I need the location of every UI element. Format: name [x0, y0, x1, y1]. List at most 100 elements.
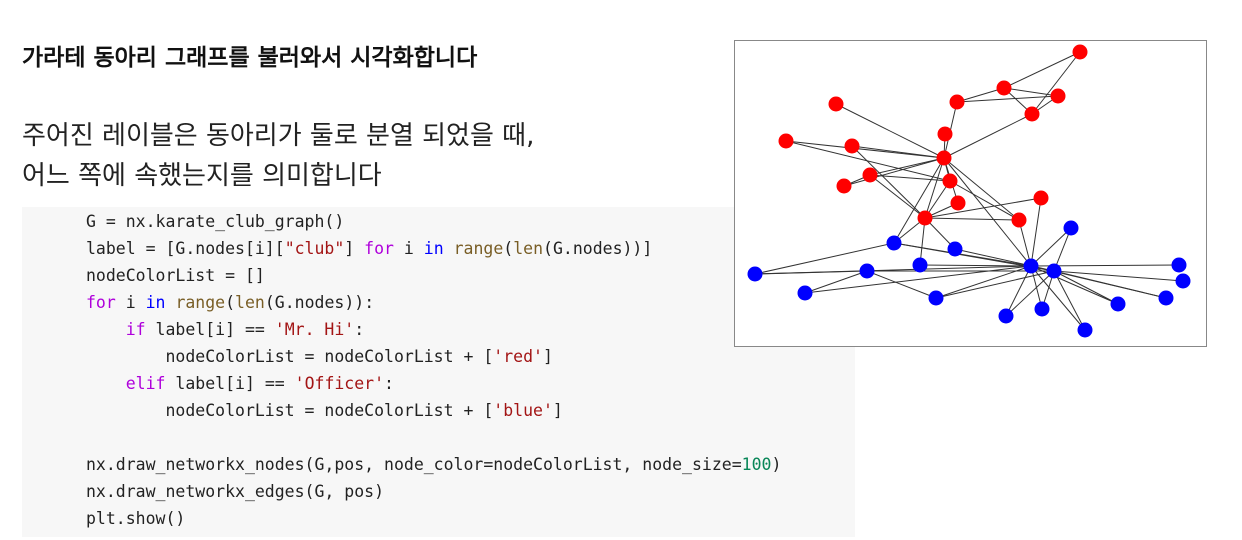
- code-token: "club": [284, 239, 345, 258]
- node: [912, 257, 928, 273]
- code-block: G = nx.karate_club_graph()label = [G.nod…: [22, 207, 855, 537]
- node: [886, 235, 902, 251]
- edge: [835, 103, 945, 159]
- edge: [943, 157, 1032, 267]
- edge: [754, 242, 895, 275]
- code-token: G = nx.karate_club_graph(): [86, 212, 345, 231]
- code-token: nodeColorList = []: [86, 266, 265, 285]
- node: [1046, 263, 1062, 279]
- code-line: elif label[i] == 'Officer':: [86, 370, 394, 397]
- node: [1033, 190, 1049, 206]
- edge: [785, 140, 951, 182]
- code-line: nodeColorList = []: [86, 262, 265, 289]
- title: 가라테 동아리 그래프를 불러와서 시각화합니다: [22, 45, 478, 71]
- node: [828, 96, 844, 112]
- node: [928, 290, 944, 306]
- code-token: [86, 320, 126, 339]
- node: [1072, 44, 1088, 60]
- code-line: label = [G.nodes[i]["club"] for i in ran…: [86, 235, 652, 262]
- node: [862, 167, 878, 183]
- code-line: if label[i] == 'Mr. Hi':: [86, 316, 364, 343]
- body-line: 주어진 레이블은 동아리가 둘로 분열 되었을 때,: [22, 121, 535, 151]
- body-line: 어느 쪽에 속했는지를 의미합니다: [22, 161, 382, 191]
- code-token: label[i] ==: [145, 320, 275, 339]
- edge: [843, 157, 945, 187]
- code-token: (: [225, 293, 236, 312]
- edge: [956, 87, 1005, 103]
- code-token: in: [423, 239, 444, 258]
- node: [1050, 88, 1066, 104]
- edge: [956, 95, 1059, 103]
- code-token: ]: [542, 347, 553, 366]
- code-line: nx.draw_networkx_edges(G, pos): [86, 478, 384, 505]
- node: [859, 263, 875, 279]
- node: [747, 266, 763, 282]
- code-token: (: [503, 239, 514, 258]
- code-line: nodeColorList = nodeColorList + ['red']: [86, 343, 553, 370]
- edge: [935, 270, 1055, 299]
- edge: [851, 145, 926, 219]
- network-graph: [734, 40, 1207, 347]
- code-token: [86, 374, 126, 393]
- code-token: ]: [552, 401, 563, 420]
- code-token: i: [393, 239, 424, 258]
- node: [844, 138, 860, 154]
- code-token: len: [235, 293, 265, 312]
- node: [1175, 273, 1191, 289]
- code-token: label = [G.nodes[i][: [86, 239, 285, 258]
- node: [947, 241, 963, 257]
- edge: [949, 180, 1020, 221]
- node: [1077, 322, 1093, 338]
- node: [1024, 106, 1040, 122]
- node: [936, 150, 952, 166]
- graph-frame: [734, 40, 1207, 347]
- edge: [1003, 51, 1081, 89]
- code-line: nodeColorList = nodeColorList + ['blue']: [86, 397, 563, 424]
- node: [950, 195, 966, 211]
- edge: [1003, 87, 1059, 97]
- code-token: nodeColorList = nodeColorList + [: [86, 347, 494, 366]
- code-token: ): [771, 455, 782, 474]
- edge: [1005, 265, 1032, 317]
- edge: [893, 157, 945, 244]
- code-token: in: [145, 293, 166, 312]
- node: [996, 80, 1012, 96]
- code-token: (G.nodes)):: [264, 293, 375, 312]
- edge: [785, 140, 945, 159]
- code-line: for i in range(len(G.nodes)):: [86, 289, 374, 316]
- node: [1063, 220, 1079, 236]
- code-token: for: [364, 239, 394, 258]
- node: [778, 133, 794, 149]
- node: [1158, 290, 1174, 306]
- code-line: plt.show(): [86, 505, 185, 532]
- code-token: nodeColorList = nodeColorList + [: [86, 401, 494, 420]
- code-token: 'blue': [493, 401, 553, 420]
- edge: [1030, 265, 1119, 305]
- code-token: 'Officer': [294, 374, 385, 393]
- code-token: :: [354, 320, 365, 339]
- node: [937, 126, 953, 142]
- edge: [919, 217, 926, 266]
- edge: [1018, 219, 1032, 267]
- code-token: 'Mr. Hi': [274, 320, 355, 339]
- edge: [1053, 270, 1119, 305]
- code-token: (G.nodes))]: [543, 239, 653, 258]
- code-token: elif: [125, 374, 166, 393]
- node: [836, 178, 852, 194]
- body-text: 주어진 레이블은 동아리가 둘로 분열 되었을 때, 어느 쪽에 속했는지를 의…: [22, 116, 534, 196]
- edge: [1005, 270, 1055, 317]
- node: [1171, 257, 1187, 273]
- edge: [804, 265, 1032, 294]
- code-token: 'red': [493, 347, 543, 366]
- node: [1110, 296, 1126, 312]
- code-token: for: [86, 293, 116, 312]
- code-token: nx.draw_networkx_nodes(G,pos, node_color…: [86, 455, 742, 474]
- code-token: ]: [344, 239, 365, 258]
- node: [797, 285, 813, 301]
- edge: [869, 174, 951, 182]
- code-token: label[i] ==: [165, 374, 295, 393]
- edge: [1030, 227, 1072, 267]
- code-token: [166, 293, 176, 312]
- edge: [1053, 227, 1072, 272]
